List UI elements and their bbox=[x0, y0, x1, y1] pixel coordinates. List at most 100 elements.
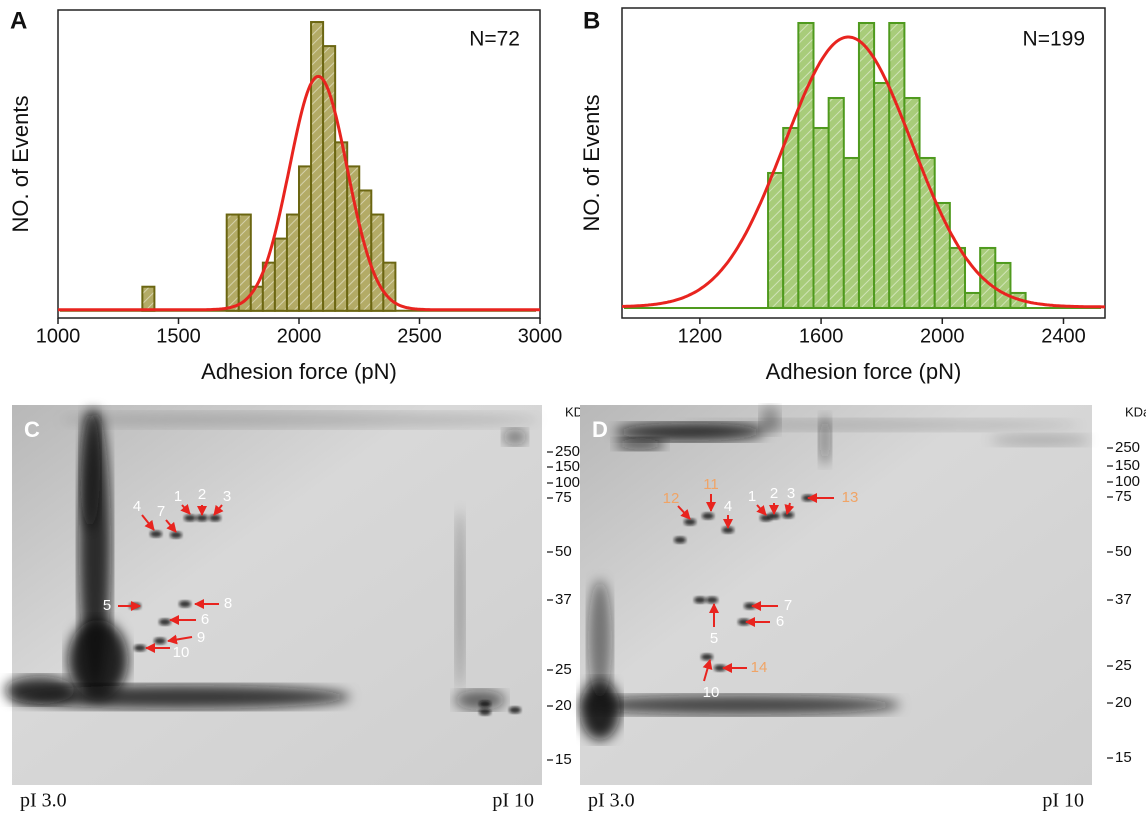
bar bbox=[857, 21, 876, 309]
bar bbox=[237, 213, 252, 312]
x-tick-label: 2000 bbox=[277, 325, 322, 347]
spot-label: 7 bbox=[784, 597, 792, 614]
bar bbox=[382, 261, 397, 312]
spot-label: 2 bbox=[770, 485, 778, 502]
marker-label: 25 bbox=[555, 661, 572, 678]
x-tick-label: 2000 bbox=[920, 325, 965, 347]
spot-label: 1 bbox=[174, 488, 182, 505]
bar bbox=[225, 213, 240, 312]
x-axis-label: Adhesion force (pN) bbox=[766, 359, 962, 384]
bar bbox=[842, 156, 860, 309]
spot-arrow bbox=[784, 502, 795, 515]
gel-smear bbox=[990, 434, 1090, 446]
spot-label: 11 bbox=[703, 476, 719, 493]
gel-smear bbox=[580, 695, 900, 715]
marker-label: 75 bbox=[555, 489, 572, 506]
bar bbox=[888, 21, 906, 309]
gel-smear bbox=[580, 680, 620, 740]
spot-label: 5 bbox=[103, 597, 111, 614]
spot-label: 10 bbox=[173, 644, 190, 661]
annotation: N=72 bbox=[469, 28, 520, 51]
gel-spot bbox=[694, 596, 706, 604]
bar bbox=[298, 165, 313, 312]
gel-smear bbox=[60, 412, 540, 428]
marker-label: 250 bbox=[1115, 439, 1140, 456]
gel-spot bbox=[702, 512, 714, 520]
spot-arrow bbox=[167, 634, 193, 645]
gel-smear bbox=[588, 580, 612, 700]
spot-label: 3 bbox=[223, 488, 231, 505]
unit-label: KDa bbox=[1125, 404, 1146, 419]
gel-smear bbox=[80, 410, 100, 530]
panel-label: D bbox=[592, 417, 608, 442]
gel-smear bbox=[503, 429, 527, 445]
gel-smear bbox=[10, 685, 350, 709]
gel-smear bbox=[5, 676, 75, 704]
plot-frame bbox=[621, 7, 1106, 319]
marker-label: 250 bbox=[555, 443, 580, 460]
gel-spot bbox=[170, 531, 182, 539]
gel-spot bbox=[684, 518, 696, 526]
gel-spot bbox=[159, 618, 171, 626]
x-tick-label: 1000 bbox=[36, 325, 81, 347]
gel-features bbox=[5, 410, 540, 716]
x-axis-label: Adhesion force (pN) bbox=[201, 359, 397, 384]
marker-label: 15 bbox=[1115, 749, 1132, 766]
gel-spot bbox=[706, 596, 718, 604]
spot-arrow bbox=[702, 659, 713, 682]
bar bbox=[141, 285, 156, 312]
spot-label: 7 bbox=[157, 503, 165, 520]
x-tick-label: 1500 bbox=[156, 325, 201, 347]
marker-label: 20 bbox=[1115, 694, 1132, 711]
gel-smear bbox=[615, 438, 665, 450]
x-tick-label: 2500 bbox=[397, 325, 442, 347]
marker-label: 37 bbox=[1115, 591, 1132, 608]
marker-label: 75 bbox=[1115, 488, 1132, 505]
spot-label: 10 bbox=[703, 684, 720, 701]
spot-arrow bbox=[141, 514, 155, 531]
gel-spot bbox=[134, 644, 146, 652]
panel-label: A bbox=[10, 7, 27, 34]
marker-label: 100 bbox=[555, 474, 580, 491]
spot-label: 6 bbox=[776, 613, 784, 630]
panel-label: B bbox=[583, 7, 600, 34]
gel-spot bbox=[674, 536, 686, 544]
bar bbox=[310, 21, 325, 312]
bar bbox=[322, 45, 337, 312]
x-tick-label: 3000 bbox=[518, 325, 563, 347]
marker-label: 50 bbox=[555, 543, 572, 560]
gel-image bbox=[580, 405, 1092, 785]
panel-label: C bbox=[24, 417, 40, 442]
bar bbox=[334, 141, 349, 312]
spot-label: 2 bbox=[198, 486, 206, 503]
spot-arrow bbox=[165, 519, 177, 533]
gel-smear bbox=[680, 419, 1080, 431]
spot-label: 8 bbox=[224, 595, 232, 612]
bar bbox=[994, 261, 1012, 309]
gel-spot bbox=[479, 700, 491, 708]
marker-label: 100 bbox=[1115, 473, 1140, 490]
spot-arrow bbox=[677, 505, 691, 520]
ph-label-right: pI 10 bbox=[492, 790, 534, 812]
marker-label: 150 bbox=[1115, 457, 1140, 474]
gel-spot bbox=[701, 653, 713, 661]
spot-arrow bbox=[180, 503, 191, 515]
fit-curve bbox=[621, 35, 1105, 309]
gel-spot bbox=[184, 514, 196, 522]
bar bbox=[782, 126, 800, 309]
ph-label-left: pI 3.0 bbox=[20, 790, 67, 812]
marker-label: 15 bbox=[555, 751, 572, 768]
spot-label: 13 bbox=[842, 489, 859, 506]
ph-label-left: pI 3.0 bbox=[588, 790, 635, 812]
bar bbox=[873, 81, 891, 309]
gel-smear bbox=[455, 690, 505, 710]
marker-label: 37 bbox=[555, 591, 572, 608]
x-tick-label: 1600 bbox=[799, 325, 844, 347]
gel-spot bbox=[154, 637, 166, 645]
bar bbox=[964, 291, 982, 309]
gel-spot bbox=[196, 514, 208, 522]
x-tick-label: 2400 bbox=[1041, 325, 1086, 347]
annotation: N=199 bbox=[1023, 28, 1085, 51]
spot-label: 5 bbox=[710, 630, 718, 647]
